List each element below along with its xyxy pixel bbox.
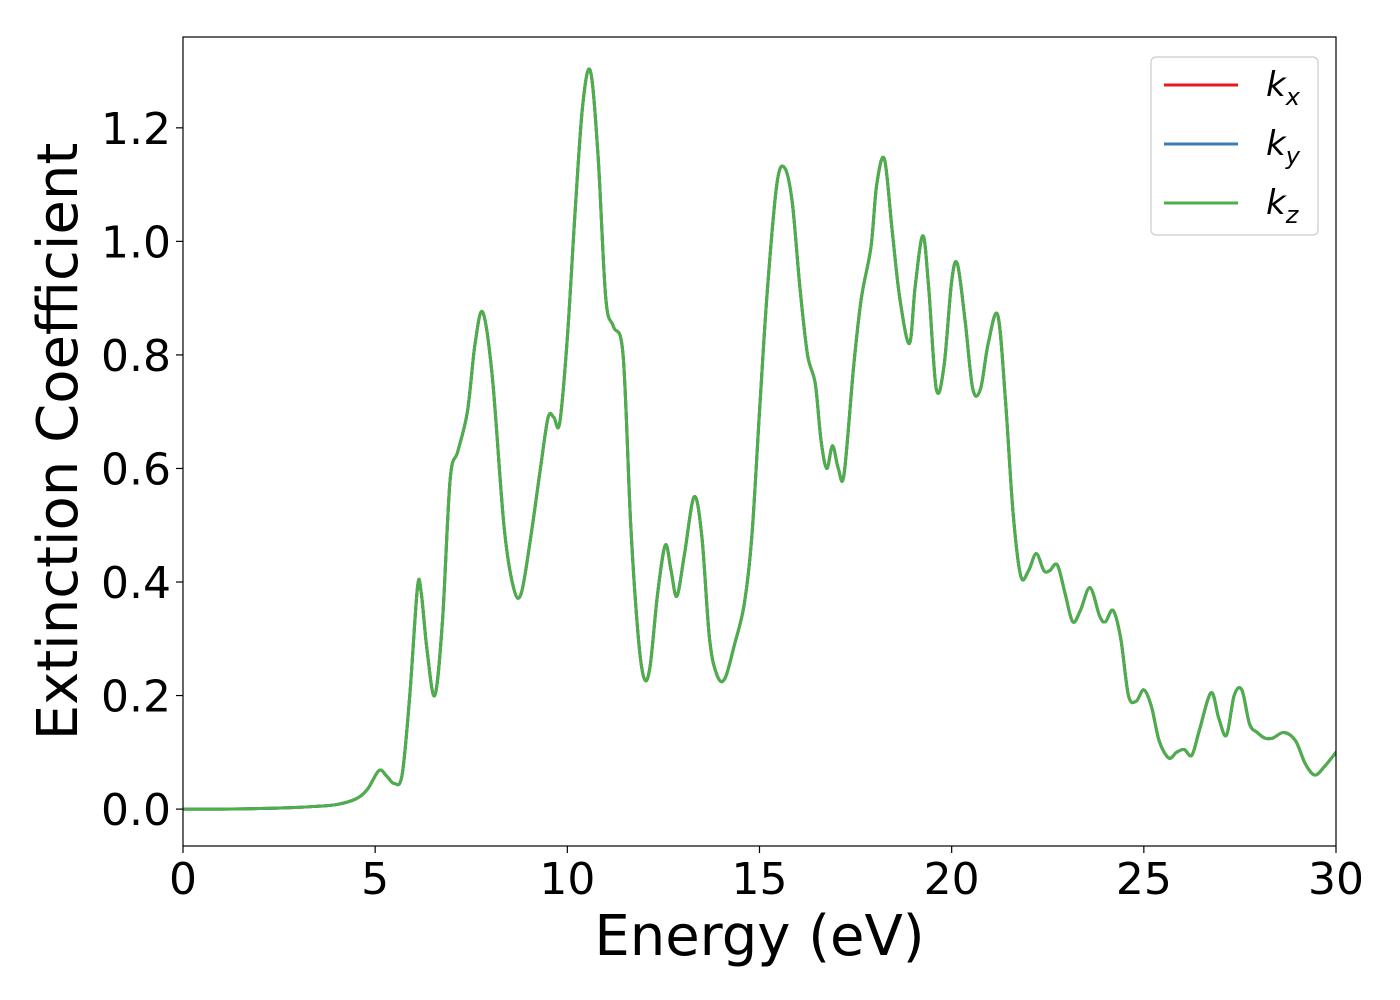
y-axis-title: Extinction Coefficient (26, 143, 91, 741)
x-axis-title: Energy (eV) (594, 904, 924, 969)
x-tick-label: 30 (1308, 854, 1364, 905)
y-tick-label: 0.2 (101, 672, 171, 723)
legend: kx ky kz (1150, 56, 1319, 236)
y-axis-ticks: 0.0 0.2 0.4 0.6 0.8 1.0 1.2 (101, 104, 183, 836)
y-tick-label: 0.6 (101, 444, 171, 495)
x-tick-label: 20 (924, 854, 980, 905)
x-axis-ticks: 0 5 10 15 20 25 30 (169, 846, 1364, 905)
legend-label-kz: kz (1266, 183, 1300, 229)
x-tick-label: 10 (539, 854, 595, 905)
legend-label-kx: kx (1266, 65, 1301, 111)
y-tick-label: 1.2 (101, 104, 171, 155)
legend-box (1150, 56, 1319, 236)
legend-label-ky: ky (1266, 124, 1301, 170)
y-tick-label: 1.0 (101, 217, 171, 268)
y-tick-label: 0.8 (101, 331, 171, 382)
y-tick-label: 0.0 (101, 785, 171, 836)
x-tick-label: 5 (361, 854, 389, 905)
series-line-kz (183, 67, 1336, 811)
x-tick-label: 15 (732, 854, 788, 905)
y-tick-label: 0.4 (101, 558, 171, 609)
x-tick-label: 0 (169, 854, 197, 905)
series-layer (183, 67, 1336, 811)
x-tick-label: 25 (1116, 854, 1172, 905)
